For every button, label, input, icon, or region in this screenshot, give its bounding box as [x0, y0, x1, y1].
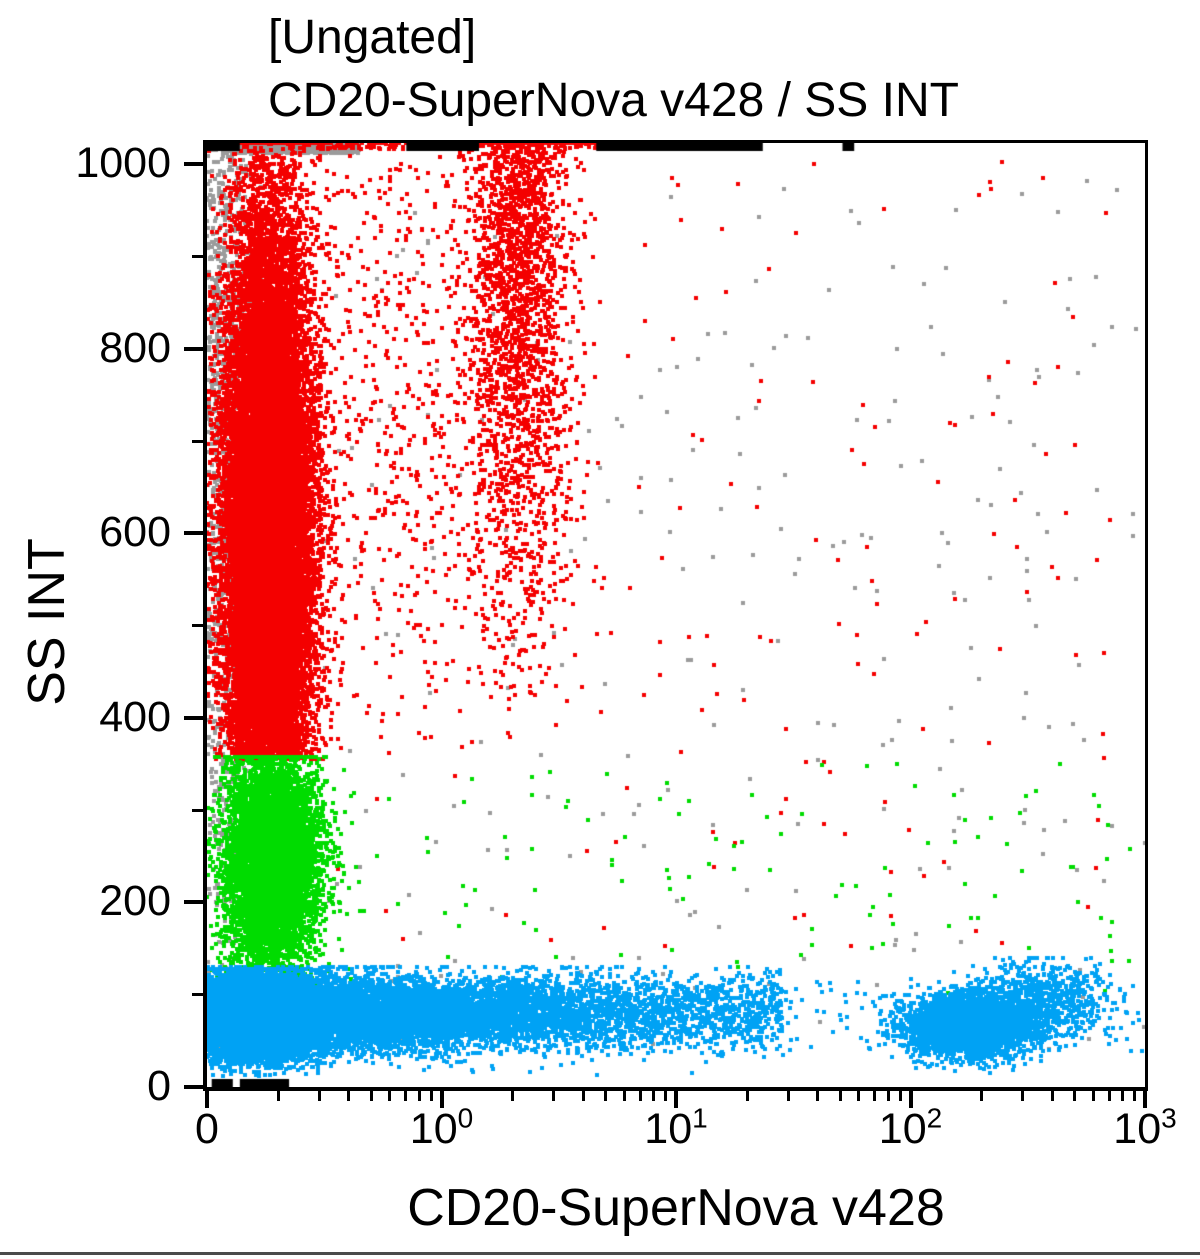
y-major-tick — [184, 531, 203, 536]
x-minor-tick — [317, 1091, 321, 1101]
x-minor-tick — [857, 1091, 861, 1101]
y-minor-tick — [192, 255, 203, 258]
x-major-tick — [674, 1091, 678, 1108]
x-minor-tick — [980, 1091, 984, 1101]
plot-area: 0 100 101 102 103 0 200 400 600 800 1000 — [75, 139, 1176, 1153]
y-major-tick — [184, 346, 203, 351]
y-tick-label: 800 — [99, 323, 171, 372]
x-minor-tick — [511, 1091, 515, 1101]
x-minor-tick — [1121, 1091, 1125, 1101]
y-minor-tick — [192, 624, 203, 628]
x-minor-tick — [1073, 1091, 1077, 1101]
x-minor-tick — [664, 1091, 668, 1101]
x-minor-tick — [786, 1091, 790, 1101]
x-minor-tick — [838, 1091, 842, 1101]
x-minor-tick — [417, 1091, 421, 1101]
x-tick-label: 100 — [409, 1102, 474, 1153]
gating-label: [Ungated] — [268, 11, 477, 64]
y-tick-label: 200 — [99, 877, 171, 926]
bottom-divider — [0, 1252, 1200, 1255]
y-major-tick — [184, 1085, 203, 1089]
y-tick-label: 600 — [99, 508, 171, 557]
x-tick-label: 0 — [195, 1105, 219, 1153]
y-major-tick — [184, 900, 203, 905]
x-minor-tick — [404, 1091, 408, 1101]
plot-title-block: [Ungated] CD20-SuperNova v428 / SS INT — [268, 6, 959, 132]
y-minor-tick — [192, 808, 203, 812]
x-minor-tick — [1091, 1091, 1095, 1101]
x-minor-tick — [581, 1091, 585, 1101]
x-minor-tick — [652, 1091, 656, 1101]
x-tick-label: 101 — [644, 1102, 708, 1153]
x-minor-tick — [1133, 1091, 1137, 1101]
x-tick-label: 103 — [1113, 1102, 1177, 1153]
y-minor-tick — [192, 993, 203, 997]
y-tick-label: 0 — [147, 1062, 171, 1110]
x-major-tick — [908, 1091, 913, 1108]
x-minor-tick — [604, 1091, 608, 1101]
parameter-title: CD20-SuperNova v428 / SS INT — [268, 74, 959, 127]
x-minor-tick — [276, 1091, 280, 1101]
x-minor-tick — [369, 1091, 373, 1101]
x-minor-tick — [898, 1091, 902, 1101]
x-tick-label: 102 — [878, 1102, 943, 1153]
x-minor-tick — [886, 1091, 890, 1101]
y-tick-label: 400 — [99, 692, 171, 741]
x-axis-label: CD20-SuperNova v428 — [407, 1179, 945, 1237]
x-minor-tick — [638, 1091, 642, 1101]
x-minor-tick — [745, 1091, 749, 1101]
y-tick-label: 1000 — [75, 139, 171, 188]
x-minor-tick — [622, 1091, 626, 1101]
x-minor-tick — [347, 1091, 351, 1101]
x-minor-tick — [429, 1091, 433, 1101]
x-minor-tick — [816, 1091, 820, 1101]
x-minor-tick — [1107, 1091, 1111, 1101]
x-minor-tick — [1021, 1091, 1025, 1101]
y-minor-tick — [192, 439, 203, 443]
scatter-points-canvas — [207, 143, 1145, 1087]
x-major-tick — [439, 1091, 444, 1108]
x-minor-tick — [388, 1091, 392, 1101]
x-minor-tick — [552, 1091, 556, 1101]
x-minor-tick — [1050, 1091, 1054, 1101]
x-major-tick — [205, 1091, 209, 1108]
y-major-tick — [184, 162, 203, 167]
x-minor-tick — [873, 1091, 877, 1101]
x-major-tick — [1143, 1091, 1147, 1108]
y-major-tick — [184, 715, 203, 720]
